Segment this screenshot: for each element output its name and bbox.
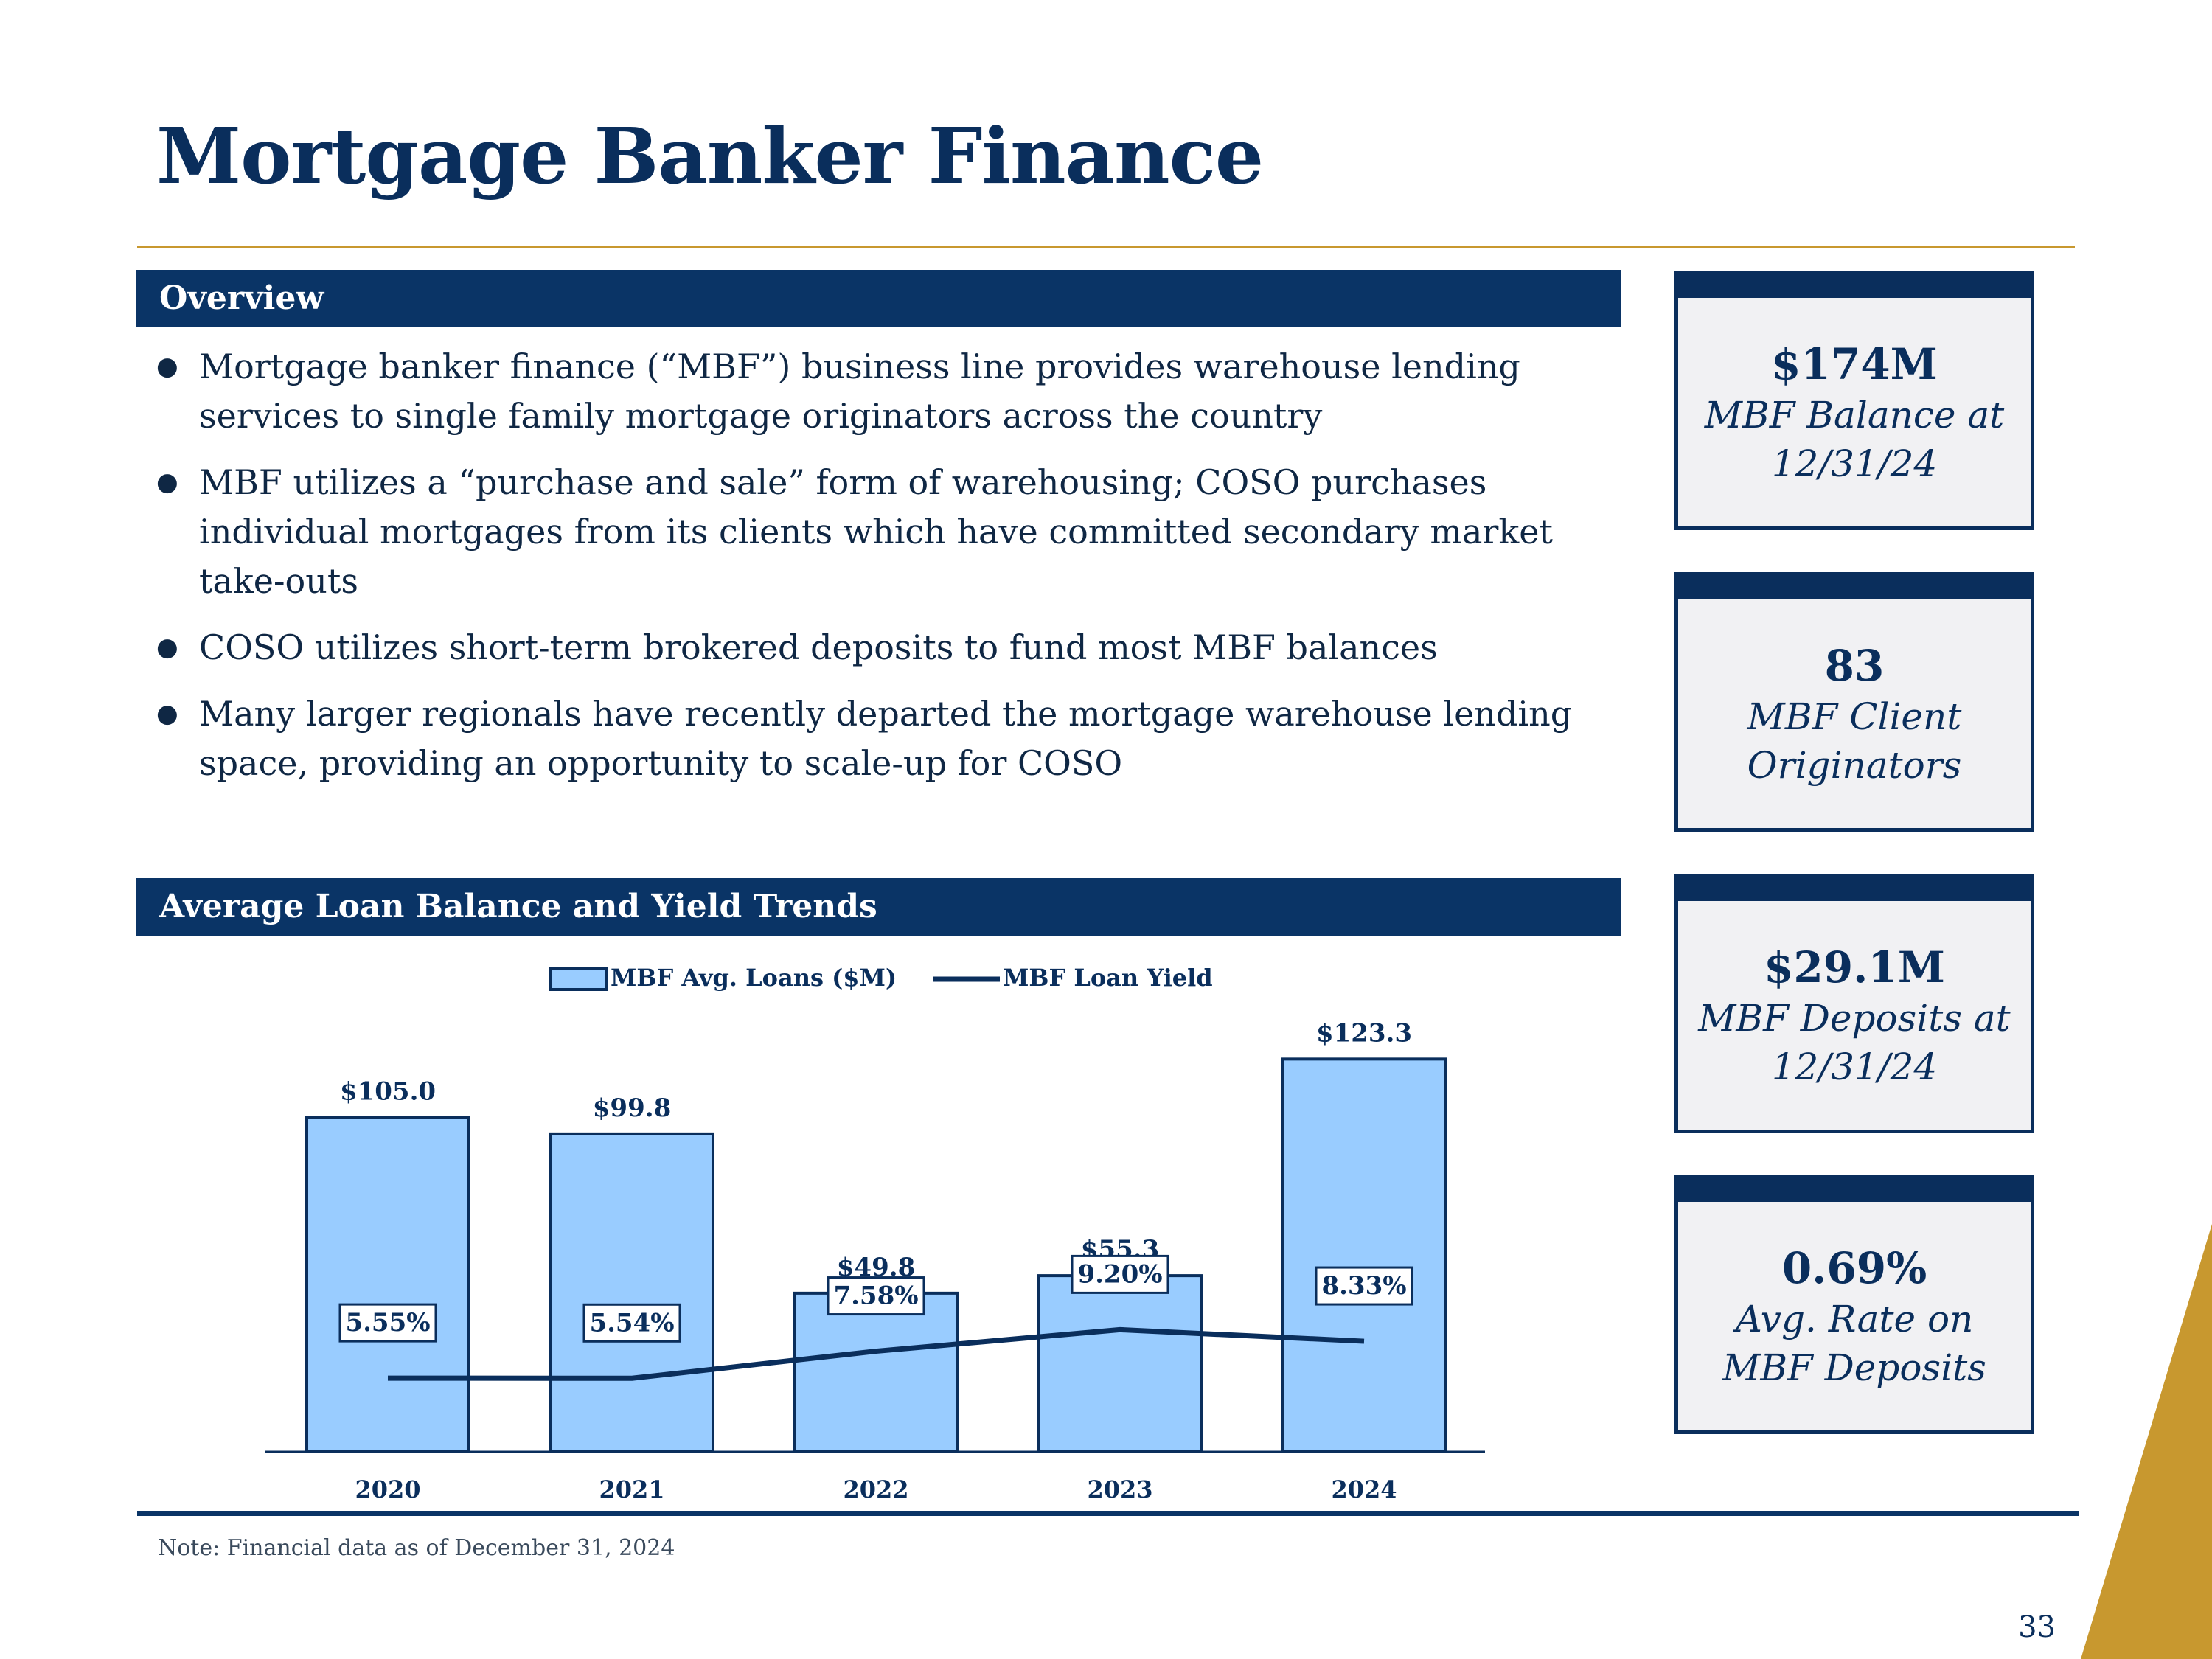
chart-section-header: Average Loan Balance and Yield Trends xyxy=(136,878,1621,936)
stat-card-topbar xyxy=(1678,274,2031,298)
stat-caption: MBF Deposits at 12/31/24 xyxy=(1686,994,2023,1091)
page-number: 33 xyxy=(2018,1610,2056,1644)
stat-caption-line: Originators xyxy=(1747,744,1962,787)
stat-caption: Avg. Rate on MBF Deposits xyxy=(1686,1295,2023,1392)
overview-bullet: Many larger regionals have recently depa… xyxy=(156,689,1616,788)
bar-2023 xyxy=(1037,1274,1203,1453)
legend-label-loans: MBF Avg. Loans ($M) xyxy=(611,964,897,992)
stat-card-avg-deposit-rate: 0.69% Avg. Rate on MBF Deposits xyxy=(1674,1175,2034,1434)
bar-2021 xyxy=(549,1132,714,1453)
x-tick-label: 2022 xyxy=(843,1475,908,1503)
loan-balance-yield-chart: MBF Avg. Loans ($M) MBF Loan Yield $105.0 2… xyxy=(265,964,1485,1503)
yield-label-box xyxy=(827,1276,925,1316)
yield-line xyxy=(387,1326,1365,1381)
overview-bullet: COSO utilizes short-term brokered deposi… xyxy=(156,623,1616,672)
bar-2020 xyxy=(305,1116,470,1453)
yield-label-box xyxy=(338,1303,437,1343)
bar-data-label: $123.3 xyxy=(1316,1018,1412,1048)
stat-value: 83 xyxy=(1824,641,1885,691)
x-tick-label: 2024 xyxy=(1331,1475,1397,1503)
stat-card-client-originators: 83 MBF Client Originators xyxy=(1674,572,2034,832)
yield-data-label: 8.33% xyxy=(1321,1271,1406,1301)
bar-2022 xyxy=(793,1291,959,1454)
x-tick-label: 2023 xyxy=(1087,1475,1152,1503)
stat-caption: MBF Client Originators xyxy=(1686,692,2023,790)
stat-caption-line: Avg. Rate on xyxy=(1735,1298,1974,1340)
overview-bullet: Mortgage banker finance (“MBF”) business… xyxy=(156,342,1616,441)
stat-caption: MBF Balance at 12/31/24 xyxy=(1686,391,2023,488)
yield-data-label: 5.54% xyxy=(589,1308,674,1338)
bar-data-label: $99.8 xyxy=(593,1093,671,1123)
stat-card-topbar xyxy=(1678,877,2031,901)
legend-bar-swatch xyxy=(549,967,608,991)
stat-card-mbf-balance: $174M MBF Balance at 12/31/24 xyxy=(1674,271,2034,530)
x-tick-label: 2020 xyxy=(355,1475,420,1503)
stat-card-topbar xyxy=(1678,1178,2031,1202)
stat-value: $29.1M xyxy=(1764,942,1945,992)
yield-data-label: 5.55% xyxy=(345,1308,430,1338)
stat-caption-line: MBF Balance at xyxy=(1704,394,2005,437)
yield-data-label: 9.20% xyxy=(1077,1259,1162,1289)
stat-value: $174M xyxy=(1771,339,1938,389)
stat-caption-line: MBF Client xyxy=(1747,695,1962,738)
overview-bullet-list: Mortgage banker finance (“MBF”) business… xyxy=(156,342,1616,805)
footer-divider xyxy=(137,1511,2079,1516)
stat-card-topbar xyxy=(1678,576,2031,599)
bar-2024 xyxy=(1281,1057,1447,1453)
stat-caption-line: MBF Deposits xyxy=(1722,1346,1986,1389)
legend-label-yield: MBF Loan Yield xyxy=(1003,964,1213,992)
footnote: Note: Financial data as of December 31, … xyxy=(158,1535,675,1561)
overview-header: Overview xyxy=(136,270,1621,327)
yield-label-box xyxy=(1315,1266,1413,1306)
stat-value: 0.69% xyxy=(1781,1243,1927,1293)
x-tick-label: 2021 xyxy=(599,1475,664,1503)
yield-data-label: 7.58% xyxy=(833,1281,918,1311)
yield-label-box xyxy=(582,1303,681,1343)
stat-caption-line: MBF Deposits at xyxy=(1698,997,2011,1040)
yield-label-box xyxy=(1071,1254,1169,1294)
gold-triangle-shape xyxy=(2081,1224,2212,1659)
stat-card-mbf-deposits: $29.1M MBF Deposits at 12/31/24 xyxy=(1674,874,2034,1133)
stat-caption-line: 12/31/24 xyxy=(1771,442,1938,485)
bar-data-label: $105.0 xyxy=(340,1077,436,1106)
overview-bullet: MBF utilizes a “purchase and sale” form … xyxy=(156,458,1616,606)
page-title: Mortgage Banker Finance xyxy=(156,111,1264,201)
title-divider xyxy=(137,246,2075,248)
stat-caption-line: 12/31/24 xyxy=(1771,1046,1938,1088)
